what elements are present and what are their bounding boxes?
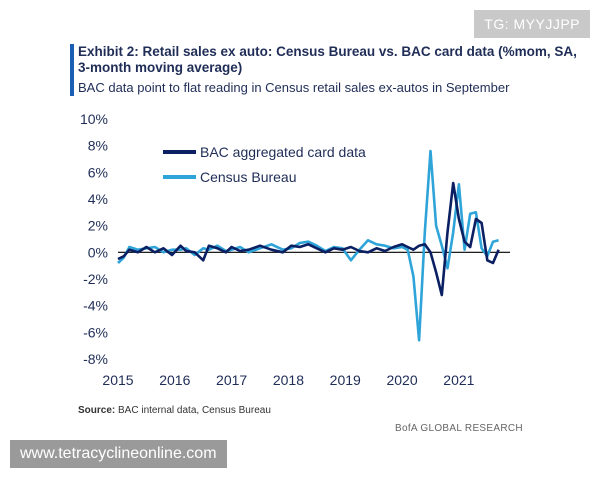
x-tick-label: 2015	[102, 372, 133, 388]
x-tick-label: 2018	[273, 372, 304, 388]
x-tick-label: 2019	[330, 372, 361, 388]
website-watermark: www.tetracyclineonline.com	[10, 440, 227, 468]
x-tick-label: 2020	[386, 372, 417, 388]
y-tick-label: -8%	[83, 351, 108, 367]
top-bar: TG: MYYJJPP	[0, 0, 600, 40]
y-tick-label: 0%	[88, 244, 108, 260]
source-text: BAC internal data, Census Bureau	[118, 405, 271, 416]
y-tick-label: 2%	[88, 218, 108, 234]
bac-series-line	[117, 181, 500, 297]
legend-label: Census Bureau	[200, 169, 297, 185]
chart-title: Exhibit 2: Retail sales ex auto: Census …	[78, 44, 577, 75]
line-chart: 10% 8% 6% 4% 2% 0% -2% -4% -6% -8% 2015 2016 2017 201…	[80, 111, 510, 388]
x-tick-label: 2021	[443, 372, 474, 388]
y-tick-label: -2%	[83, 271, 108, 287]
chart-subtitle: BAC data point to flat reading in Census…	[78, 80, 510, 95]
y-tick-label: 10%	[80, 111, 108, 127]
title-accent-bar	[70, 44, 74, 96]
y-tick-label: 6%	[88, 164, 108, 180]
source-note: Source: BAC internal data, Census Bureau	[78, 405, 271, 416]
y-tick-label: 4%	[88, 191, 108, 207]
source-label: Source:	[78, 405, 116, 416]
y-tick-label: 8%	[88, 138, 108, 154]
x-tick-label: 2017	[216, 372, 247, 388]
x-tick-label: 2016	[159, 372, 190, 388]
brand-label: BofA GLOBAL RESEARCH	[395, 423, 523, 434]
y-tick-label: -4%	[83, 298, 108, 314]
legend-label: BAC aggregated card data	[200, 144, 366, 160]
y-tick-label: -6%	[83, 324, 108, 340]
watermark-tag: TG: MYYJJPP	[474, 10, 590, 38]
